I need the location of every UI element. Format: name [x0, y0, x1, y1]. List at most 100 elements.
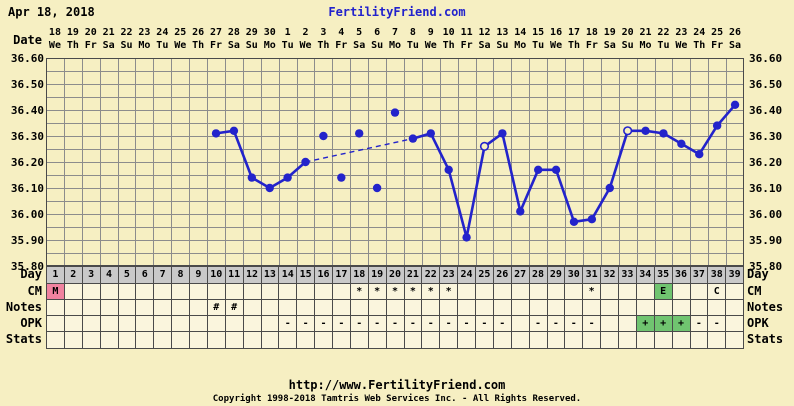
- notes-cell: [297, 300, 316, 315]
- opk-cell: -: [690, 316, 709, 331]
- cm-cell: M: [47, 284, 65, 299]
- day-cell: 18: [350, 267, 369, 283]
- y-axis-label-left: 36.10: [10, 181, 44, 195]
- notes-cell: [654, 300, 673, 315]
- date-cell: 26: [729, 27, 742, 38]
- cm-cell: [82, 284, 101, 299]
- opk-cell: -: [458, 316, 476, 331]
- stats-cell: [726, 332, 744, 348]
- opk-cell: +: [636, 316, 655, 331]
- stats-cell: [619, 332, 637, 348]
- weekday-cell: We: [424, 40, 437, 51]
- temp-point-open: [479, 141, 490, 151]
- temp-point: [247, 173, 257, 182]
- weekday-cell: Su: [245, 40, 258, 51]
- notes-cell: [440, 300, 459, 315]
- temp-point: [408, 134, 418, 143]
- date-cell: 18: [48, 27, 61, 38]
- notes-cell: [350, 300, 369, 315]
- weekday-cell: Tu: [156, 40, 169, 51]
- stats-cell: [547, 332, 566, 348]
- notes-cell: [315, 300, 333, 315]
- cm-cell: [172, 284, 190, 299]
- weekday-cell: Sa: [478, 40, 491, 51]
- temp-point: [730, 100, 740, 109]
- weekday-cell: Sa: [102, 40, 115, 51]
- notes-cell: [529, 300, 548, 315]
- temp-point: [533, 165, 543, 174]
- y-axis-label-right: 36.50: [749, 77, 783, 91]
- weekday-cell: Mo: [263, 40, 276, 51]
- y-axis-label-right: 36.10: [749, 181, 783, 195]
- date-cell: 6: [374, 27, 381, 38]
- cm-cell: [726, 284, 744, 299]
- day-cell: 15: [297, 267, 316, 283]
- temp-point: [677, 139, 686, 148]
- footer-url[interactable]: http://www.FertilityFriend.com: [288, 378, 506, 392]
- temp-point: [498, 129, 507, 138]
- date-cell: 5: [356, 27, 363, 38]
- stats-cell: [368, 332, 387, 348]
- cm-cell: *: [350, 284, 369, 299]
- stats-cell: [172, 332, 190, 348]
- y-axis-label-right: 36.30: [749, 129, 783, 143]
- stats-cell: [708, 332, 727, 348]
- weekday-cell: Fr: [460, 40, 473, 51]
- date-cell: 28: [227, 27, 240, 38]
- cm-cell: [261, 284, 280, 299]
- stats-cell: [636, 332, 655, 348]
- weekday-cell: Th: [442, 40, 455, 51]
- cm-cell: [297, 284, 316, 299]
- site-link[interactable]: FertilityFriend.com: [328, 5, 466, 19]
- day-cell: 37: [690, 267, 709, 283]
- day-cell: 12: [243, 267, 262, 283]
- notes-cell: [333, 300, 351, 315]
- cm-cell: [154, 284, 173, 299]
- y-axis-label-right: 36.00: [749, 207, 783, 221]
- day-cell: 30: [565, 267, 584, 283]
- notes-cell: [619, 300, 637, 315]
- temp-line: [214, 129, 307, 190]
- y-axis-label-right: 35.80: [749, 259, 783, 273]
- date-cell: 3: [320, 27, 327, 38]
- opk-cell: -: [493, 316, 512, 331]
- stats-cell: [654, 332, 673, 348]
- cm-cell: [619, 284, 637, 299]
- cm-cell: E: [654, 284, 673, 299]
- weekday-cell: Tu: [532, 40, 545, 51]
- stats-cell: [565, 332, 584, 348]
- y-axis-label-left: 36.00: [10, 207, 44, 221]
- temp-point: [712, 121, 722, 130]
- row-label-cm-right: CM: [747, 284, 762, 298]
- notes-row: # #: [47, 300, 744, 316]
- weekday-cell: Sa: [227, 40, 240, 51]
- opk-cell: [118, 316, 137, 331]
- date-cell: 8: [409, 27, 416, 38]
- row-label-stats-left: Stats: [5, 332, 42, 346]
- day-cell: 28: [529, 267, 548, 283]
- stats-cell: [350, 332, 369, 348]
- stats-cell: [64, 332, 83, 348]
- chart-date-label: Apr 18, 2018: [8, 5, 95, 19]
- temp-point: [444, 165, 453, 174]
- stats-cell: [243, 332, 262, 348]
- weekday-cell: Su: [120, 40, 133, 51]
- day-cell: 22: [422, 267, 441, 283]
- weekday-cell: Tu: [657, 40, 670, 51]
- y-axis-label-right: 36.20: [749, 155, 783, 169]
- temp-point: [551, 165, 561, 174]
- temp-point: [426, 129, 435, 138]
- opk-cell: -: [565, 316, 584, 331]
- temp-point: [659, 129, 668, 138]
- opk-cell: [82, 316, 101, 331]
- opk-cell: [601, 316, 619, 331]
- temp-point: [569, 217, 579, 226]
- cm-cell: [190, 284, 208, 299]
- day-cell: 5: [118, 267, 137, 283]
- cm-cell: C: [708, 284, 727, 299]
- weekday-cell: Th: [693, 40, 706, 51]
- cm-cell: [315, 284, 333, 299]
- stats-cell: [315, 332, 333, 348]
- opk-cell: [619, 316, 637, 331]
